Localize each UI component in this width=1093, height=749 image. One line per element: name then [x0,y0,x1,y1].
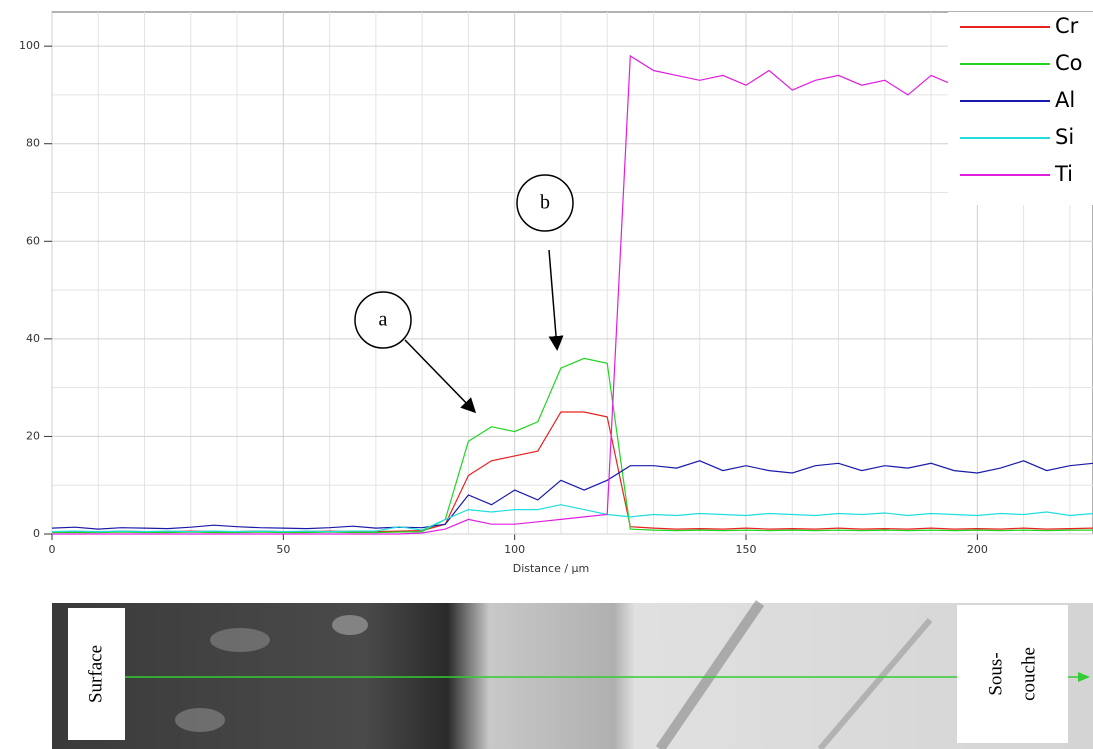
sem-scratch [817,618,933,749]
legend-box [948,12,1093,205]
legend-label: Ti [1054,162,1073,186]
x-tick-label: 100 [504,543,525,556]
y-tick-label: 0 [33,527,40,540]
y-tick-label: 80 [26,137,40,150]
scan-arrow [1078,672,1090,682]
surface-label: Surface [85,645,106,703]
series-line [51,460,1093,530]
label-box [957,605,1068,743]
annotation-arrow [404,339,477,414]
plot [51,54,1093,535]
x-tick-label: 50 [276,543,290,556]
annotation-circle [516,174,574,232]
sem-background [52,603,1093,749]
series-line [51,504,1093,533]
plot-area [51,11,1093,535]
legend-label: Al [1055,88,1075,112]
legend-label: Cr [1055,14,1079,38]
y-tick-label: 60 [26,234,40,247]
annotation-arrow [548,249,564,351]
series-line [52,357,1093,534]
sem-scratch [655,600,765,749]
sem-feature [175,708,225,732]
x-tick-label: 200 [967,543,988,556]
legend-label: Si [1055,125,1074,149]
sem-image: Surface Sous- couche [52,600,1093,749]
label-box [68,608,125,740]
annotation-label: b [540,192,550,214]
sem-feature [210,628,270,652]
sem-feature [332,615,368,635]
y-tick-label: 20 [26,429,40,442]
annotation-circle [354,291,412,349]
annotation-a: a [354,291,477,414]
sous-couche-label: Sous- [985,652,1006,695]
legend: Cr Co Al Si Ti [948,12,1093,205]
y-tick-label: 100 [19,39,40,52]
y-tick-label: 40 [26,332,40,345]
series-line [52,54,1093,535]
x-axis-label: Distance / µm [513,562,590,575]
legend-label: Co [1055,51,1083,75]
x-tick-label: 0 [49,543,56,556]
sous-couche-label: couche [1018,647,1039,701]
grid: 0 50 100 150 200 0 20 40 60 80 100 [19,11,1093,556]
annotation-b: b [516,174,574,351]
x-tick-label: 150 [736,543,757,556]
annotation-label: a [379,309,388,331]
